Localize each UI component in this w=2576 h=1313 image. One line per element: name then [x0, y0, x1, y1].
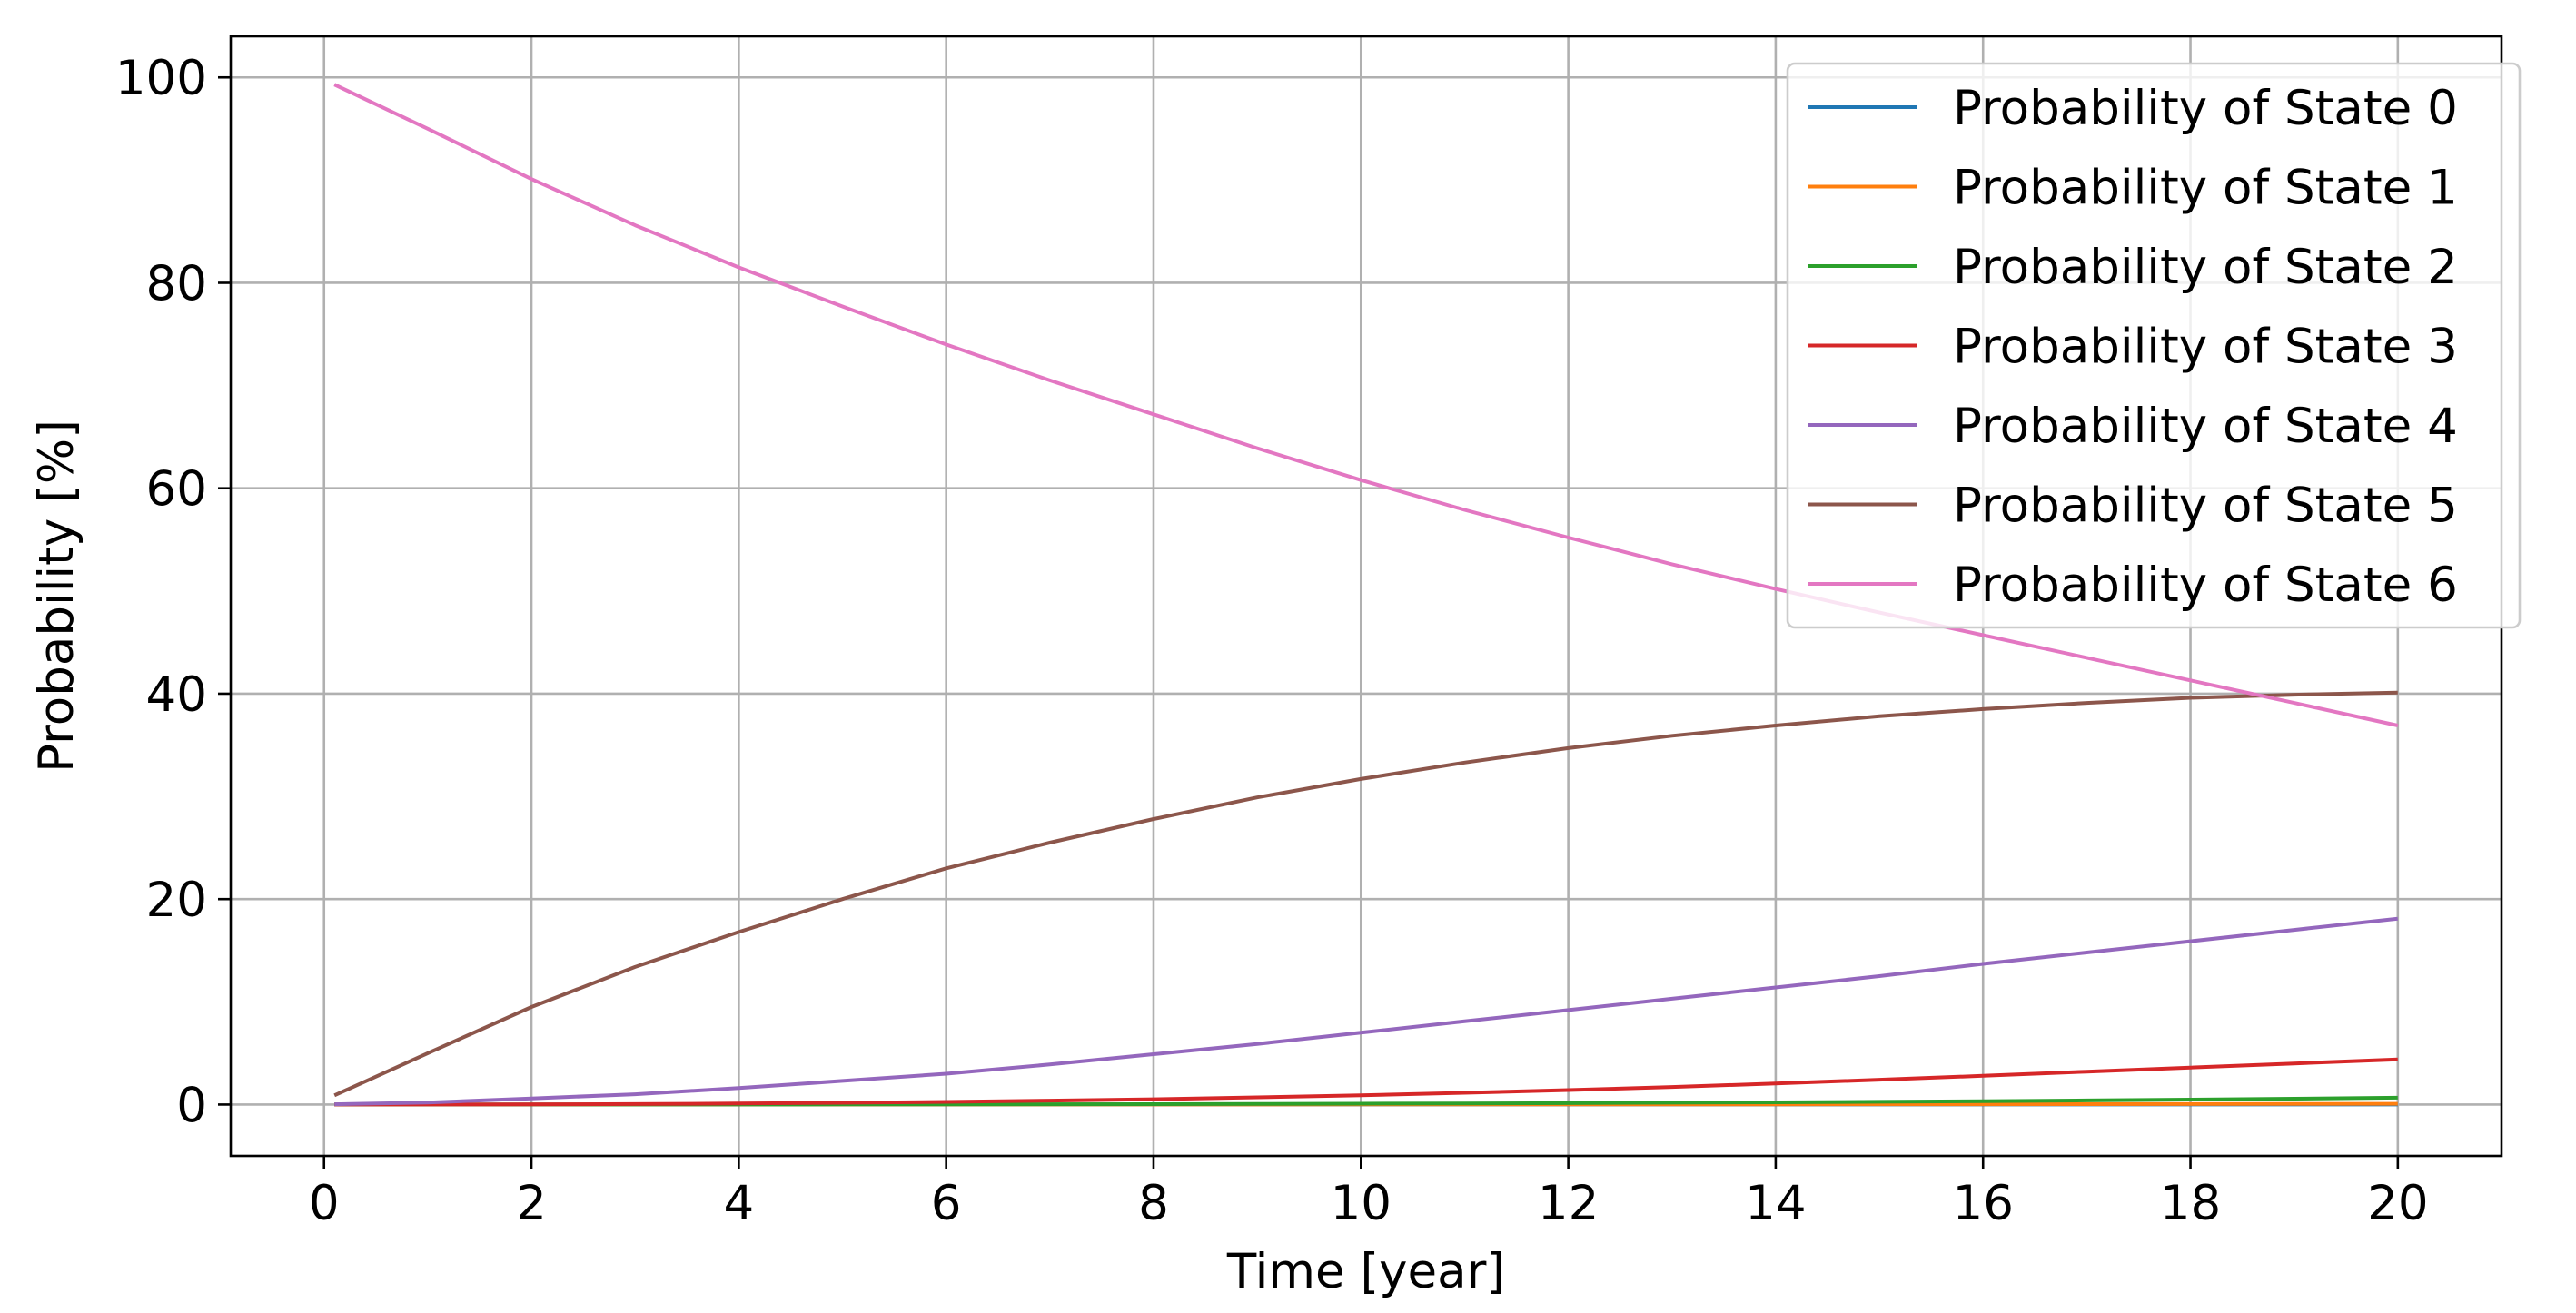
x-tick-label: 12 [1538, 1176, 1599, 1231]
x-axis-label: Time [year] [1226, 1244, 1505, 1299]
legend-label: Probability of State 4 [1953, 399, 2458, 454]
legend: Probability of State 0 Probability of Sta… [1786, 62, 2522, 629]
series-line-state-4 [334, 916, 2399, 1107]
y-axis-ticks: 0 20 40 60 80 100 [115, 51, 231, 1133]
x-tick-label: 18 [2160, 1176, 2221, 1231]
legend-box [1786, 62, 2522, 629]
series-line-state-5 [333, 690, 2398, 1098]
series-line-state-3 [334, 1057, 2398, 1107]
x-tick-label: 8 [1138, 1176, 1169, 1231]
legend-label: Probability of State 2 [1953, 240, 2458, 295]
x-tick-label: 2 [516, 1176, 547, 1231]
legend-label: Probability of State 1 [1953, 161, 2458, 216]
y-tick-label: 0 [176, 1078, 207, 1133]
x-tick-label: 6 [931, 1176, 962, 1231]
y-tick-label: 40 [146, 667, 207, 723]
y-tick-label: 100 [115, 51, 207, 106]
x-tick-label: 16 [1952, 1176, 2013, 1231]
legend-label: Probability of State 0 [1953, 81, 2458, 136]
x-tick-label: 0 [309, 1176, 340, 1231]
y-axis-label: Probability [%] [29, 420, 84, 773]
legend-label: Probability of State 3 [1953, 320, 2458, 375]
x-tick-label: 4 [723, 1176, 754, 1231]
y-tick-label: 80 [146, 256, 207, 311]
y-tick-label: 60 [146, 462, 207, 518]
x-axis-ticks: 0 2 4 6 8 10 12 14 16 18 20 [309, 1156, 2429, 1231]
x-tick-label: 10 [1331, 1176, 1392, 1231]
legend-label: Probability of State 5 [1953, 479, 2458, 534]
series-line-state-6 [333, 83, 2399, 727]
y-tick-label: 20 [146, 873, 207, 928]
x-tick-label: 14 [1745, 1176, 1806, 1231]
series-lines [333, 83, 2399, 1107]
x-tick-label: 20 [2367, 1176, 2428, 1231]
legend-label: Probability of State 6 [1953, 558, 2458, 613]
